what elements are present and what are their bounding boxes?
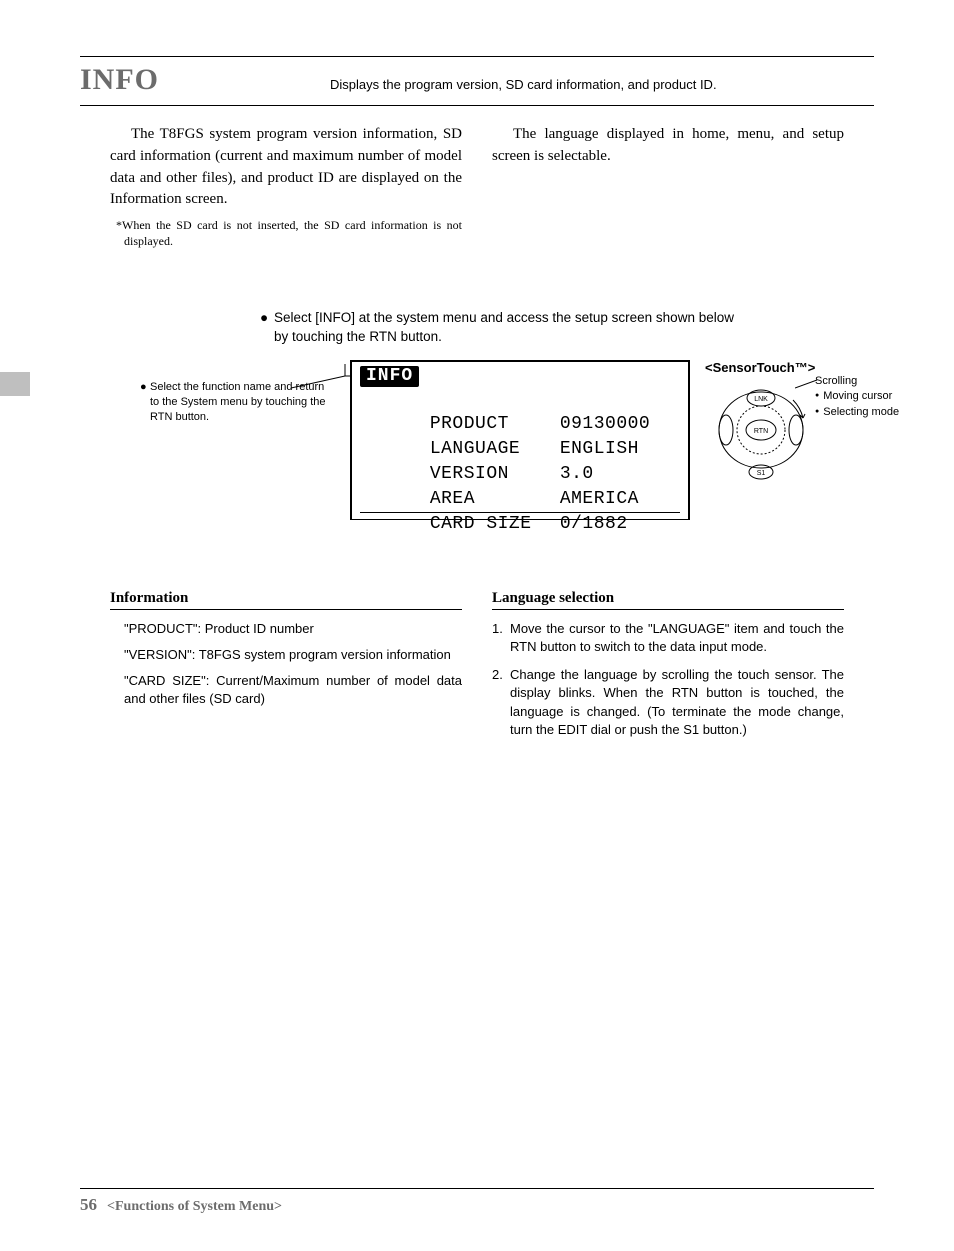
lcd-underline (360, 512, 680, 513)
information-item: "CARD SIZE": Current/Maximum number of m… (124, 672, 462, 708)
intro-footnote: *When the SD card is not inserted, the S… (124, 217, 462, 249)
header-row: INFO Displays the program version, SD ca… (80, 63, 874, 106)
page-side-tab (0, 372, 30, 396)
information-item: "PRODUCT": Product ID number (124, 620, 462, 638)
intro-right-paragraph: The language displayed in home, menu, an… (492, 124, 844, 168)
language-selection-step: 2. Change the language by scrolling the … (492, 666, 844, 739)
step-text: Move the cursor to the "LANGUAGE" item a… (510, 620, 844, 656)
instruction-text: Select [INFO] at the system menu and acc… (274, 309, 740, 345)
footer-section-title: <Functions of System Menu> (107, 1199, 282, 1214)
diagram-left-note: ● Select the function name and return to… (140, 380, 335, 425)
intro-left-column: The T8FGS system program version informa… (110, 124, 462, 249)
step-number: 1. (492, 620, 510, 656)
top-rule (80, 56, 874, 57)
sensortouch-legend: Scrolling Moving cursor Selecting mode (815, 374, 899, 420)
information-column: Information "PRODUCT": Product ID number… (110, 590, 462, 749)
sensortouch-title: <SensorTouch™> (705, 360, 954, 375)
information-item: "VERSION": T8FGS system program version … (124, 646, 462, 664)
diagram-area: ● Select the function name and return to… (80, 360, 874, 530)
sensortouch-legend-item: Scrolling (815, 374, 899, 389)
sensortouch-legend-item: Moving cursor (815, 389, 899, 404)
lcd-row: CARD SIZE0/1882 (362, 494, 628, 554)
intro-right-column: The language displayed in home, menu, an… (492, 124, 844, 249)
page-footer: 56 <Functions of System Menu> (80, 1188, 874, 1215)
lcd-screen: INFO PRODUCT09130000 LANGUAGEENGLISH VER… (350, 360, 690, 520)
page-title: INFO (80, 63, 330, 97)
page-subtitle: Displays the program version, SD card in… (330, 77, 874, 92)
page-number: 56 (80, 1195, 97, 1214)
step-text: Change the language by scrolling the tou… (510, 666, 844, 739)
intro-columns: The T8FGS system program version informa… (110, 124, 844, 249)
lcd-row-value: 0/1882 (560, 514, 628, 534)
dial-label-center: RTN (754, 428, 768, 435)
intro-left-paragraph: The T8FGS system program version informa… (110, 124, 462, 211)
sensortouch-legend-item: Selecting mode (815, 405, 899, 420)
dial-label-top: LNK (754, 396, 768, 403)
diagram-left-note-text: Select the function name and return to t… (150, 380, 335, 425)
instruction-block: ● Select [INFO] at the system menu and a… (260, 309, 740, 345)
bullet-icon: ● (140, 380, 150, 425)
lcd-screen-title: INFO (360, 366, 419, 387)
language-selection-step: 1. Move the cursor to the "LANGUAGE" ite… (492, 620, 844, 656)
language-selection-heading: Language selection (492, 590, 844, 610)
sensortouch-diagram: <SensorTouch™> RTN LNK S1 Scrolling Movi… (705, 360, 954, 375)
step-number: 2. (492, 666, 510, 739)
language-selection-column: Language selection 1. Move the cursor to… (492, 590, 844, 749)
dial-label-bottom: S1 (757, 470, 766, 477)
information-heading: Information (110, 590, 462, 610)
body-columns: Information "PRODUCT": Product ID number… (110, 590, 844, 749)
lcd-row-label: CARD SIZE (430, 514, 560, 534)
bullet-icon: ● (260, 309, 274, 345)
